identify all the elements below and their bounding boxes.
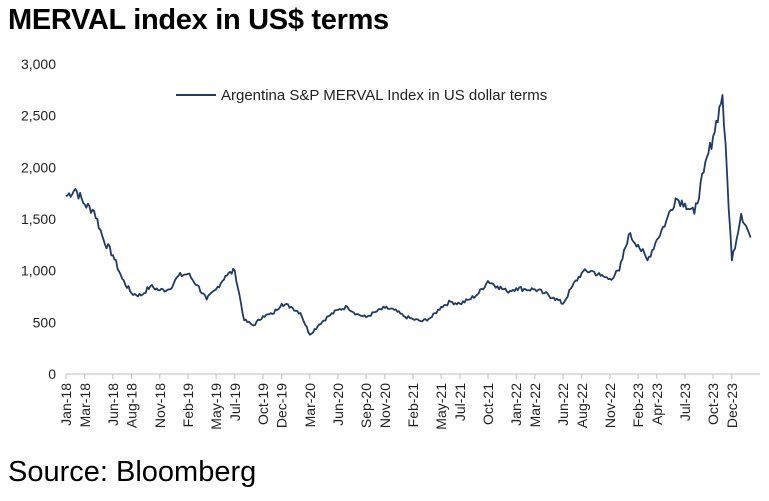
x-tick-label: Aug-18	[124, 383, 140, 428]
x-axis-ticks	[65, 374, 733, 379]
x-tick-label: Jun-22	[555, 383, 571, 426]
x-tick-label: Feb-19	[180, 383, 196, 428]
x-tick-label: Jul-19	[227, 383, 243, 421]
x-tick-label: Jan-18	[58, 383, 74, 426]
x-tick-label: Sep-20	[358, 383, 374, 428]
legend: Argentina S&P MERVAL Index in US dollar …	[176, 87, 547, 104]
y-tick-label: 2,500	[21, 108, 56, 124]
x-tick-label: Jan-22	[508, 383, 524, 426]
x-tick-label: Jul-23	[677, 383, 693, 421]
x-tick-label: Nov-20	[377, 383, 393, 428]
x-tick-label: Apr-23	[649, 383, 665, 425]
y-tick-label: 3,000	[21, 56, 56, 72]
x-axis-labels: Jan-18 Mar-18 Jun-18 Aug-18 Nov-18 Feb-19 May-…	[58, 383, 740, 430]
x-tick-label: Oct-19	[255, 383, 271, 425]
x-tick-label: Feb-21	[405, 383, 421, 428]
y-tick-label: 2,000	[21, 159, 56, 175]
x-tick-label: Mar-18	[77, 383, 93, 428]
x-tick-label: Nov-18	[152, 383, 168, 428]
y-tick-label: 0	[48, 366, 56, 382]
x-tick-label: Jun-20	[330, 383, 346, 426]
x-tick-label: Oct-21	[480, 383, 496, 425]
series-line-merval-usd	[65, 94, 752, 336]
x-tick-label: Dec-19	[274, 383, 290, 428]
x-tick-label: Aug-22	[574, 383, 590, 428]
x-tick-label: Jul-21	[452, 383, 468, 421]
x-tick-label: Dec-23	[724, 383, 740, 428]
x-tick-label: Mar-20	[302, 383, 318, 428]
y-tick-label: 1,500	[21, 211, 56, 227]
legend-label: Argentina S&P MERVAL Index in US dollar …	[221, 87, 547, 104]
y-axis-labels: 0 500 1,000 1,500 2,000 2,500 3,000	[21, 56, 56, 382]
y-tick-label: 1,000	[21, 263, 56, 279]
x-tick-label: May-21	[433, 383, 449, 430]
x-tick-label: Jun-18	[105, 383, 121, 426]
x-tick-label: Mar-22	[527, 383, 543, 428]
x-tick-label: Feb-23	[630, 383, 646, 428]
source-note: Source: Bloomberg	[8, 456, 257, 488]
chart-title: MERVAL index in US$ terms	[8, 4, 389, 36]
x-tick-label: May-19	[208, 383, 224, 430]
x-tick-label: Oct-23	[705, 383, 721, 425]
x-tick-label: Nov-22	[602, 383, 618, 428]
y-tick-label: 500	[33, 314, 57, 330]
